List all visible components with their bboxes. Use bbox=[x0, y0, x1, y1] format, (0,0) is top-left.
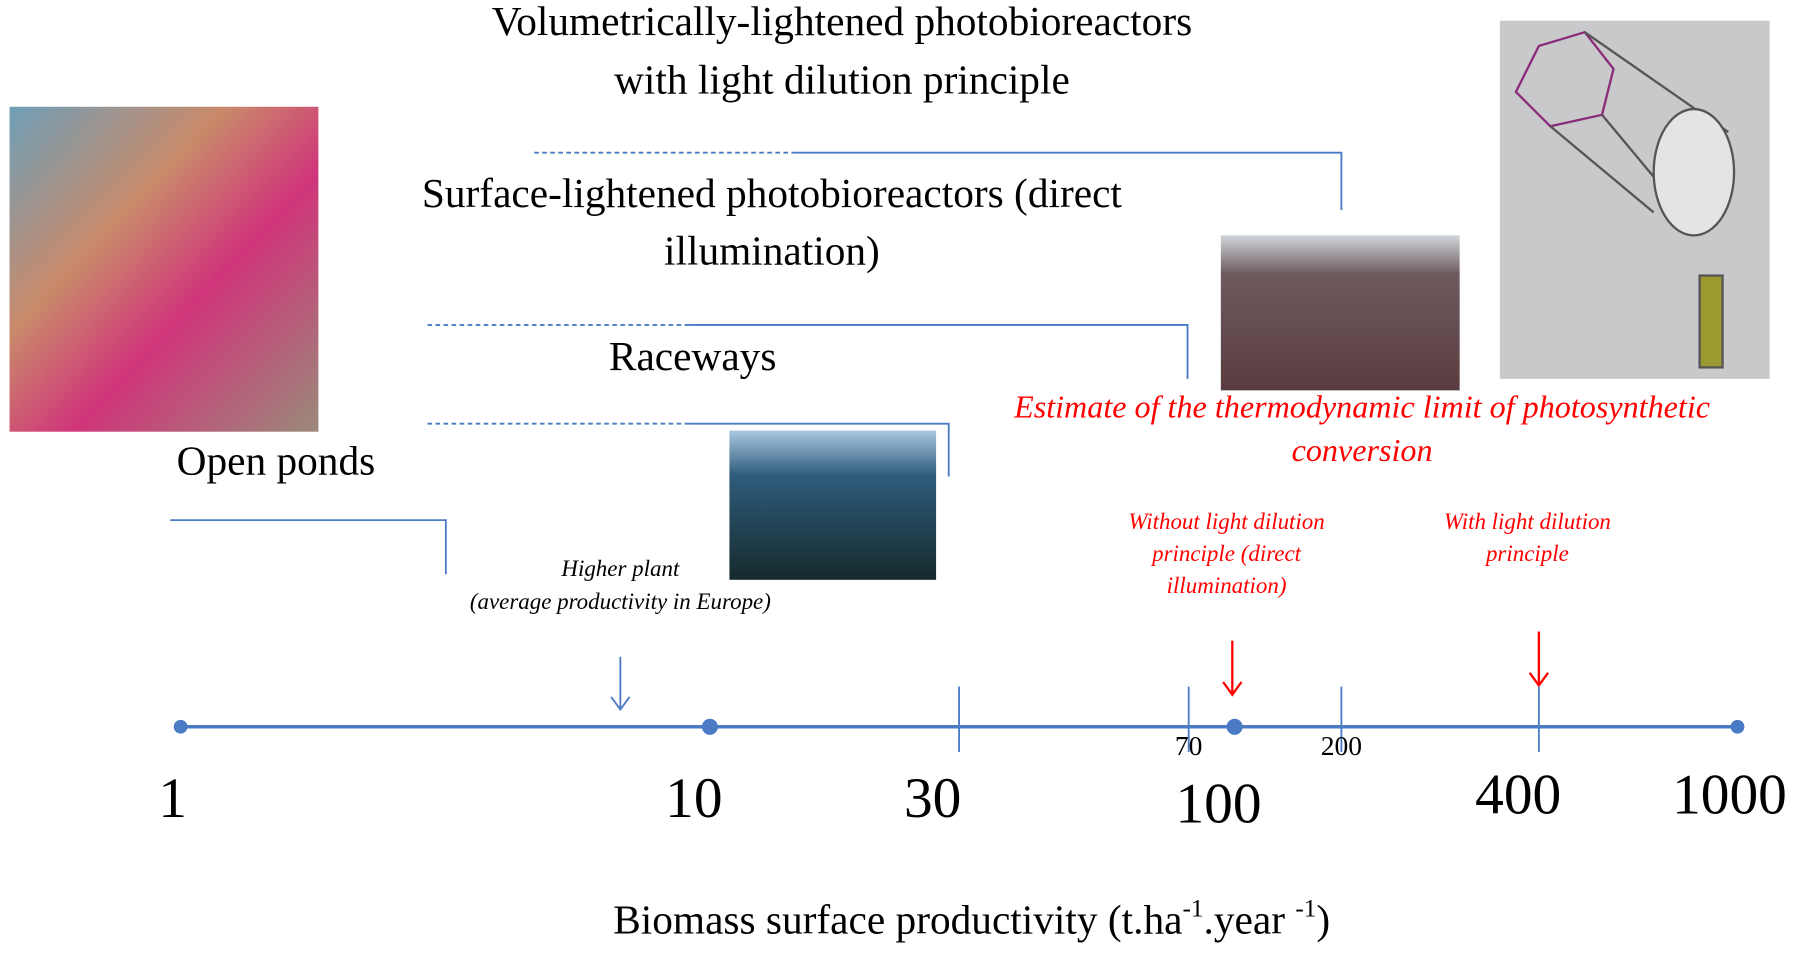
axis-label: Biomass surface productivity (t.ha-1.yea… bbox=[613, 894, 1330, 943]
limit-title: Estimate of the thermodynamic limit of p… bbox=[1013, 388, 1710, 424]
arrow bbox=[1222, 640, 1243, 697]
annotation: With light dilution bbox=[1444, 509, 1611, 534]
annotation: Without light dilution bbox=[1128, 509, 1324, 534]
tier-label: illumination) bbox=[664, 227, 880, 274]
annotation: (average productivity in Europe) bbox=[470, 589, 771, 614]
photo-raceways bbox=[729, 430, 937, 580]
tier-label: Raceways bbox=[609, 333, 777, 379]
bracket-line bbox=[792, 151, 1343, 211]
axis-ticks bbox=[958, 686, 1540, 753]
axis-label-sup: -1 bbox=[1183, 894, 1204, 922]
tick-label: 10 bbox=[665, 767, 722, 830]
tier-label: Open ponds bbox=[177, 437, 376, 483]
axis-label-text: Biomass surface productivity (t.ha bbox=[613, 897, 1182, 944]
annotation: principle bbox=[1484, 541, 1569, 566]
tier-label: Surface-lightened photobioreactors (dire… bbox=[422, 170, 1123, 217]
axis-label-text: .year bbox=[1204, 897, 1296, 943]
tick-label: 30 bbox=[904, 767, 961, 830]
minor-tick-label: 200 bbox=[1321, 730, 1362, 761]
tick-label: 1 bbox=[158, 767, 187, 830]
bracket-line bbox=[689, 324, 1189, 379]
annotation: illumination) bbox=[1167, 573, 1287, 598]
axis-label-sup: -1 bbox=[1295, 894, 1316, 922]
title-line: with light dilution principle bbox=[614, 56, 1070, 102]
axis-label-text: ) bbox=[1316, 897, 1330, 944]
limit-title: conversion bbox=[1292, 432, 1433, 468]
annotation: Higher plant bbox=[560, 556, 680, 581]
arrow bbox=[1528, 631, 1549, 688]
photo-open-ponds bbox=[9, 106, 319, 432]
tick-label: 400 bbox=[1475, 763, 1561, 826]
axis-dots bbox=[173, 718, 1745, 735]
minor-tick-label: 70 bbox=[1175, 730, 1203, 761]
photo-greenhouse bbox=[1220, 235, 1460, 391]
arrow bbox=[610, 656, 631, 712]
bracket-line bbox=[170, 519, 447, 575]
reactor-sketch bbox=[1514, 30, 1736, 369]
tick-label: 100 bbox=[1175, 773, 1261, 836]
annotation: principle (direct bbox=[1150, 541, 1302, 566]
bracket-line bbox=[689, 422, 950, 477]
tick-label: 1000 bbox=[1672, 763, 1787, 826]
title-line: Volumetrically-lightened photobioreactor… bbox=[492, 0, 1192, 44]
